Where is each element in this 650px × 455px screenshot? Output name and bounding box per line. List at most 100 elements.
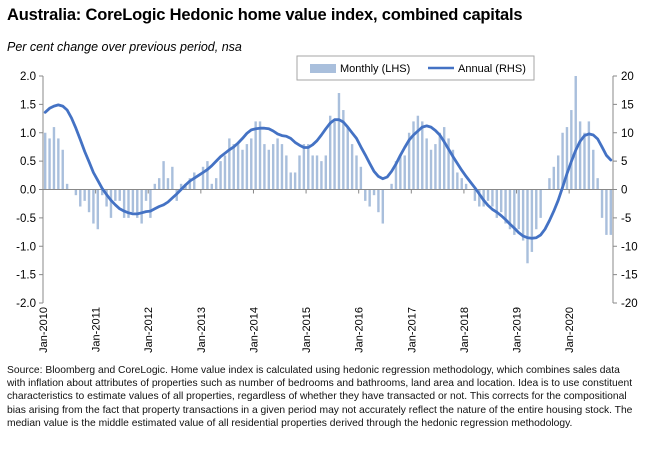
y-left-tick-label: -1.0 <box>16 241 36 253</box>
chart: -2.0 -1.5 -1.0 -0.5 0.0 0.5 1.0 1.5 2.0 -20 -15 -10… <box>16 55 638 353</box>
bar-monthly-2012-06 <box>171 166 174 190</box>
bar-monthly-2018-12 <box>513 189 516 235</box>
bar-monthly-2016-09 <box>394 161 398 190</box>
bar-monthly-2019-05 <box>535 189 538 230</box>
bar-monthly-2018-07 <box>491 189 494 207</box>
bar-monthly-2017-12 <box>460 178 463 190</box>
source-note: Source: Bloomberg and CoreLogic. Home va… <box>7 365 633 429</box>
y-left-tick-label: 2.0 <box>20 71 36 83</box>
bar-monthly-2017-05 <box>429 149 433 190</box>
bar-monthly-2010-12 <box>92 189 95 224</box>
bar-monthly-2015-05 <box>324 155 328 190</box>
bar-monthly-2015-04 <box>320 161 323 190</box>
legend-label-monthly: Monthly (LHS) <box>340 63 410 75</box>
chart-subtitle: Per cent change over previous period, ns… <box>7 40 242 54</box>
bar-monthly-2018-03 <box>473 189 477 201</box>
bar-monthly-2013-01 <box>201 166 205 190</box>
bar-monthly-2017-11 <box>456 172 459 190</box>
bar-monthly-2017-02 <box>416 115 420 190</box>
bar-monthly-2019-06 <box>539 189 542 218</box>
bar-monthly-2014-04 <box>267 149 271 190</box>
x-tick-label: Jan-2014 <box>248 307 260 353</box>
x-tick-label: Jan-2016 <box>354 307 366 353</box>
x-tick-label: Jan-2011 <box>91 307 103 352</box>
y-right-tick-label: -5 <box>621 213 631 225</box>
bar-monthly-2018-01 <box>464 183 468 190</box>
bar-monthly-2018-04 <box>478 189 481 207</box>
bar-monthly-2016-06 <box>381 189 385 224</box>
bar-monthly-2011-05 <box>114 189 117 201</box>
legend-box <box>296 55 535 81</box>
bar-monthly-2013-08 <box>232 144 235 190</box>
bar-monthly-2015-03 <box>315 155 319 190</box>
bar-monthly-2016-03 <box>368 189 371 207</box>
bar-monthly-2010-02 <box>48 138 51 190</box>
bar-monthly-2016-08 <box>390 183 393 190</box>
y-left-tick-label: 1.5 <box>20 99 36 111</box>
x-tick-label: Jan-2020 <box>564 307 576 353</box>
x-tick-label: Jan-2010 <box>38 307 50 353</box>
x-tick-label: Jan-2018 <box>459 307 471 353</box>
bar-monthly-2011-02 <box>100 189 104 196</box>
bar-monthly-2011-04 <box>109 189 113 218</box>
bar-monthly-2016-01 <box>359 166 363 190</box>
bar-monthly-2011-07 <box>122 189 126 218</box>
bar-monthly-2011-06 <box>118 189 121 201</box>
bar-monthly-2014-08 <box>285 155 288 190</box>
bar-monthly-2019-04 <box>530 189 534 252</box>
x-tick-label: Jan-2015 <box>301 307 313 353</box>
bar-monthly-2014-01 <box>254 121 257 190</box>
bar-monthly-2017-03 <box>421 121 424 190</box>
bar-monthly-2011-09 <box>131 189 135 213</box>
bar-monthly-2014-12 <box>302 144 306 190</box>
bar-monthly-2020-08 <box>600 189 604 218</box>
bar-monthly-2019-08 <box>548 178 551 190</box>
bar-monthly-2015-08 <box>337 93 341 190</box>
y-left-tick-label: -0.5 <box>16 213 36 225</box>
bar-monthly-2013-11 <box>245 144 249 190</box>
chart-title: Australia: CoreLogic Hedonic home value … <box>7 6 523 24</box>
x-tick-label: Jan-2013 <box>196 307 208 353</box>
bar-monthly-2011-12 <box>144 189 148 201</box>
bar-monthly-2019-12 <box>565 127 569 190</box>
bar-monthly-2012-11 <box>193 172 196 190</box>
bar-monthly-2017-01 <box>412 121 415 190</box>
bar-monthly-2011-11 <box>140 189 143 224</box>
bar-monthly-2010-06 <box>65 183 69 190</box>
bar-monthly-2010-05 <box>61 149 64 190</box>
x-tick-label: Jan-2017 <box>406 307 418 353</box>
y-right-tick-label: 10 <box>621 128 634 140</box>
y-right-tick-label: -20 <box>621 298 638 310</box>
bar-monthly-2011-10 <box>136 189 139 218</box>
bar-monthly-2019-01 <box>517 189 520 230</box>
bar-monthly-2017-07 <box>438 132 442 190</box>
bar-monthly-2018-11 <box>508 189 512 230</box>
bar-monthly-2014-05 <box>271 144 275 190</box>
bar-monthly-2010-04 <box>57 138 60 190</box>
bar-monthly-2015-01 <box>307 144 310 190</box>
bar-monthly-2012-02 <box>153 183 157 190</box>
bar-monthly-2020-09 <box>605 189 608 235</box>
bar-monthly-2017-09 <box>447 138 450 190</box>
bar-monthly-2020-04 <box>583 132 586 190</box>
y-left-tick-label: -2.0 <box>16 298 36 310</box>
bar-monthly-2016-04 <box>372 189 376 196</box>
bar-monthly-2017-10 <box>451 149 455 190</box>
bar-monthly-2013-04 <box>214 178 218 190</box>
x-tick-label: Jan-2019 <box>512 307 524 353</box>
bar-monthly-2013-05 <box>219 161 222 190</box>
bar-monthly-2016-10 <box>399 155 402 190</box>
bar-monthly-2012-10 <box>188 178 192 190</box>
legend: Monthly (LHS) Annual (RHS) <box>296 55 535 81</box>
bar-monthly-2010-09 <box>79 189 82 207</box>
bar-monthly-2016-02 <box>364 189 367 201</box>
bar-monthly-2016-12 <box>407 132 411 190</box>
y-left-tick-label: 0.5 <box>20 156 36 168</box>
bar-monthly-2018-08 <box>495 189 499 218</box>
bar-monthly-2011-01 <box>96 189 100 230</box>
bar-monthly-2020-05 <box>587 121 591 190</box>
y-left-tick-label: -1.5 <box>16 270 36 282</box>
bar-monthly-2018-06 <box>486 189 490 201</box>
bar-monthly-2019-10 <box>556 155 560 190</box>
x-tick-label: Jan-2012 <box>143 307 155 353</box>
